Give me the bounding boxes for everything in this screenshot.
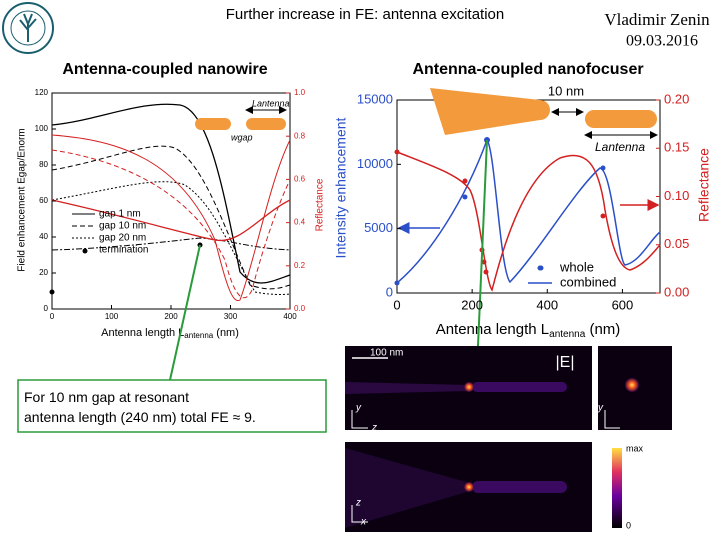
y-tick-label: 80 — [39, 160, 48, 169]
y2-tick-label: 0.15 — [664, 140, 689, 155]
axis-label: y — [597, 403, 604, 414]
y-tick-label: 0 — [386, 284, 393, 299]
inset-label: Lantenna — [252, 98, 290, 108]
inset-label: Lantenna — [595, 140, 645, 154]
x-tick-label: 0 — [393, 297, 400, 312]
x-tick-label: 400 — [283, 312, 297, 321]
axis-label: Reflectance — [315, 178, 326, 231]
heading: Antenna-coupled nanowire — [62, 61, 267, 78]
y-tick-label: 120 — [35, 88, 49, 97]
legend-label: gap 1 nm — [99, 209, 141, 220]
x-tick-label: 600 — [612, 297, 634, 312]
legend-label: gap 10 nm — [99, 221, 146, 232]
inset: Lantenna wgap — [195, 98, 290, 142]
axis-label: Intensity enhancement — [333, 117, 349, 258]
x-tick-label: 200 — [164, 312, 178, 321]
inset: 10 nm Lantenna — [430, 83, 658, 154]
y-tick-label: 100 — [35, 124, 49, 133]
y2-tick-label: 0.0 — [294, 304, 306, 313]
axis-label: z — [355, 498, 361, 509]
x-tick-label: 0 — [50, 312, 55, 321]
field-label: |E| — [556, 354, 575, 371]
inset-label: wgap — [231, 132, 253, 142]
axis-label: Antenna length Lantenna (nm) — [101, 327, 239, 340]
y-tick-label: 10000 — [357, 156, 393, 171]
axis-label: Reflectance — [696, 148, 712, 222]
axis-label: Field enhancement Egap/Enorm — [17, 128, 28, 271]
colorbar-max: max — [626, 443, 644, 453]
curves — [394, 137, 661, 292]
y2-tick-label: 0.20 — [664, 91, 689, 106]
curves — [49, 103, 291, 302]
y2-tick-label: 0.2 — [294, 261, 306, 270]
scale-bar-label: 100 nm — [370, 348, 403, 359]
y-tick-label: 5000 — [364, 220, 393, 235]
y2-tick-label: 0.05 — [664, 236, 689, 251]
inset-label: 10 nm — [548, 83, 584, 98]
legend — [528, 265, 552, 284]
logo — [2, 2, 54, 54]
y2-tick-label: 0.00 — [664, 284, 689, 299]
y-tick-label: 0 — [44, 304, 49, 313]
date: 09.03.2016 — [626, 33, 698, 50]
y2-tick-label: 1.0 — [294, 88, 306, 97]
y2-tick-label: 0.10 — [664, 188, 689, 203]
x-tick-label: 100 — [105, 312, 119, 321]
y2-tick-label: 0.4 — [294, 218, 306, 227]
axis-label: x — [360, 517, 367, 528]
legend — [72, 213, 95, 254]
title: Further increase in FE: antenna excitati… — [226, 6, 504, 23]
axis-label: y — [355, 403, 362, 414]
axis-label: Antenna length Lantenna (nm) — [436, 321, 621, 340]
y-tick-label: 60 — [39, 196, 48, 205]
pointer — [477, 139, 488, 347]
note-box — [17, 379, 327, 433]
legend-label: whole — [559, 259, 594, 274]
axis-label: z — [371, 423, 377, 434]
legend-label: gap 20 nm — [99, 233, 146, 244]
y2-tick-label: 0.8 — [294, 131, 306, 140]
author: Vladimir Zenin — [604, 10, 710, 29]
colorbar-min: 0 — [626, 520, 631, 530]
y-tick-label: 40 — [39, 232, 48, 241]
field-maps — [345, 346, 672, 532]
pointer — [169, 244, 201, 381]
y-tick-label: 15000 — [357, 91, 393, 106]
legend-label: termination — [99, 245, 148, 256]
x-tick-label: 400 — [536, 297, 558, 312]
note: For 10 nm gap at resonant antenna length … — [24, 389, 256, 425]
y2-tick-label: 0.6 — [294, 175, 306, 184]
plot-frame — [396, 99, 661, 294]
x-tick-label: 200 — [461, 297, 483, 312]
legend-label: combined — [560, 274, 616, 289]
x-tick-label: 300 — [224, 312, 238, 321]
y-tick-label: 20 — [39, 268, 48, 277]
heading: Antenna-coupled nanofocuser — [412, 61, 643, 78]
